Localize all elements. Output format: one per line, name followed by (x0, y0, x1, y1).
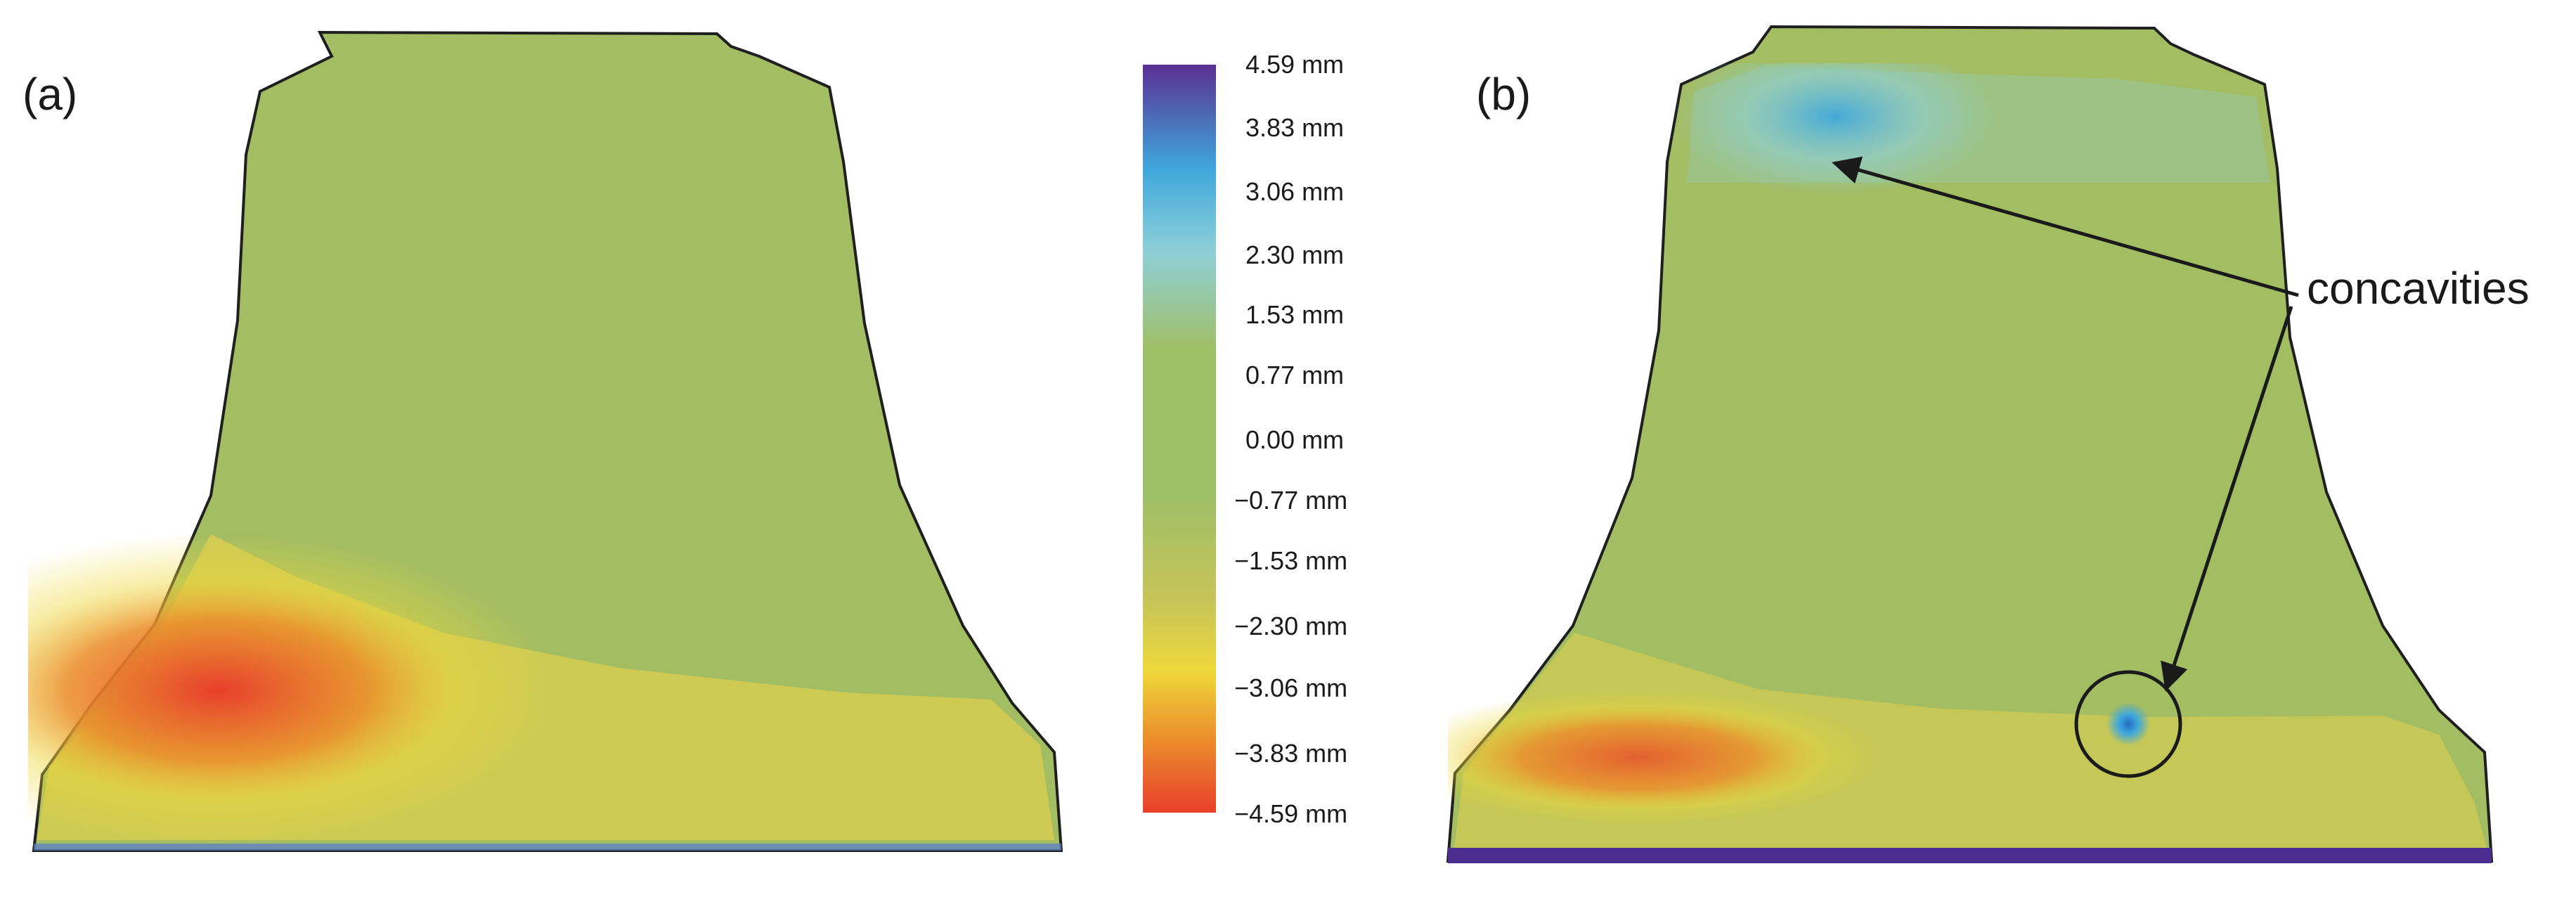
scale-label-2: 3.83 mm (1245, 113, 1344, 142)
bell-b-blue-zone (1666, 63, 2270, 359)
scale-label-12: −3.83 mm (1234, 739, 1347, 768)
scale-label-9: −1.53 mm (1234, 546, 1347, 575)
bell-a-red-zone (28, 366, 1082, 858)
scale-label-3: 3.06 mm (1245, 177, 1344, 206)
bell-a-rim (34, 844, 1061, 851)
color-scale: 4.59 mm 3.83 mm 3.06 mm 2.30 mm 1.53 mm … (1143, 50, 1347, 828)
panel-label-a: (a) (22, 69, 77, 120)
arrow-to-circled-concavity (2161, 306, 2293, 692)
scale-label-11: −3.06 mm (1234, 673, 1347, 702)
color-scale-labels: 4.59 mm 3.83 mm 3.06 mm 2.30 mm 1.53 mm … (1234, 50, 1347, 828)
scale-label-1: 4.59 mm (1245, 50, 1344, 79)
scale-label-6: 0.77 mm (1245, 361, 1344, 389)
scale-label-8: −0.77 mm (1234, 486, 1347, 515)
panel-label-b: (b) (1476, 69, 1531, 120)
scale-label-4: 2.30 mm (1245, 240, 1344, 269)
concavity-circle (2074, 670, 2182, 778)
color-scale-bar (1143, 65, 1216, 813)
bell-b (1446, 25, 2502, 863)
bell-b-blue-spot (2106, 702, 2150, 746)
scale-label-5: 1.53 mm (1245, 300, 1344, 329)
arrow-to-top-concavity (1832, 156, 2299, 297)
bell-b-red-zone (1448, 562, 2502, 858)
bell-b-purple-rim (1448, 848, 2492, 863)
scale-label-7: 0.00 mm (1245, 425, 1344, 454)
annotation-text: concavities (2307, 263, 2530, 314)
concavity-annotation: concavities (1832, 156, 2530, 778)
bell-a (28, 30, 1082, 858)
scale-label-10: −2.30 mm (1234, 612, 1347, 640)
scale-label-13: −4.59 mm (1234, 799, 1347, 828)
